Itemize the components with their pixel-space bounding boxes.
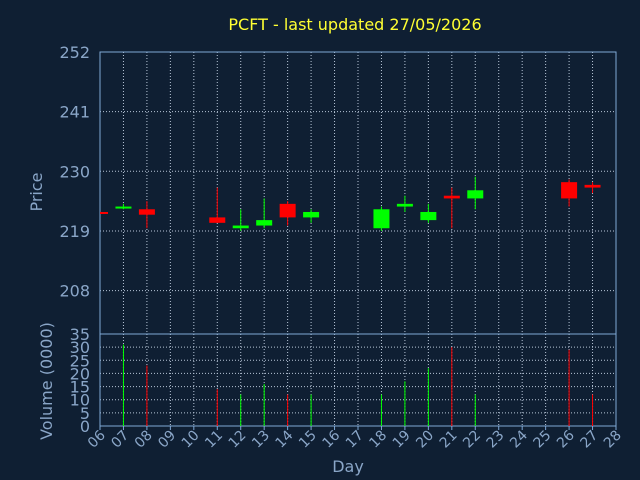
volume-tick-label: 25 [70,351,90,370]
volume-tick-label: 35 [70,325,90,344]
candle-body [209,217,226,223]
x-tick-label-25: 25 [531,428,555,452]
candle-body [420,211,437,221]
candle-body [396,203,413,207]
candle-body [303,211,320,218]
candle-14 [279,201,296,226]
candle-27 [584,182,601,193]
x-tick-label-21: 21 [437,428,461,452]
candle-07 [115,203,132,210]
candle-body [232,225,249,229]
candle-11 [209,187,226,223]
price-axis-label: Price [27,172,46,211]
candle-body [100,211,108,214]
chart-title: PCFT - last updated 27/05/2026 [228,15,481,34]
day-axis-label: Day [332,457,364,476]
x-tick-label-16: 16 [319,427,343,451]
price-tick-label: 252 [59,43,90,62]
volume-tick-label: 5 [80,404,90,423]
x-tick-label-10: 10 [179,428,203,452]
price-tick-label: 208 [59,282,90,301]
volume-tick-label: 15 [70,378,90,397]
volume-tick-label: 10 [70,391,90,410]
x-tick-label-26: 26 [554,427,578,451]
x-tick-label-08: 08 [132,428,156,452]
candle-19 [396,195,413,212]
candle-21 [443,187,460,229]
x-tick-label-20: 20 [413,428,437,452]
candle-body [256,220,273,226]
candle-26 [561,179,578,207]
volume-tick-label: 0 [80,417,90,436]
candle-15 [303,209,320,223]
x-tick-label-22: 22 [460,428,484,452]
volume-axis-label: Volume (0000) [37,322,56,440]
x-tick-label-18: 18 [366,428,390,452]
x-tick-label-28: 28 [601,428,625,452]
x-tick-label-14: 14 [273,427,297,451]
candle-body [373,209,390,229]
x-tick-label-19: 19 [390,428,414,452]
x-tick-label-13: 13 [249,428,273,452]
x-tick-label-23: 23 [484,428,508,452]
candle-06 [100,211,108,214]
volume-tick-label: 30 [70,338,90,357]
candle-22 [467,176,484,210]
candle-body [279,203,296,218]
candle-12 [232,209,249,231]
x-tick-label-17: 17 [343,428,367,452]
candle-08 [138,201,155,229]
x-tick-label-07: 07 [108,428,132,452]
volume-tick-label: 20 [70,364,90,383]
candle-18 [373,206,390,231]
x-tick-label-11: 11 [202,428,226,452]
price-tick-label: 219 [59,222,90,241]
x-tick-label-27: 27 [577,428,601,452]
candle-body [584,184,601,188]
grid-lines [100,52,616,426]
x-tick-label-09: 09 [155,428,179,452]
x-tick-label-12: 12 [226,428,250,452]
price-tick-label: 230 [59,162,90,181]
candle-20 [420,203,437,223]
candle-body [443,195,460,199]
price-tick-label: 241 [59,103,90,122]
x-tick-label-15: 15 [296,428,320,452]
candle-body [138,209,155,215]
candle-body [561,182,578,199]
candle-13 [256,198,273,229]
candle-body [115,206,132,209]
x-tick-label-24: 24 [507,427,531,451]
candle-body [467,190,484,199]
